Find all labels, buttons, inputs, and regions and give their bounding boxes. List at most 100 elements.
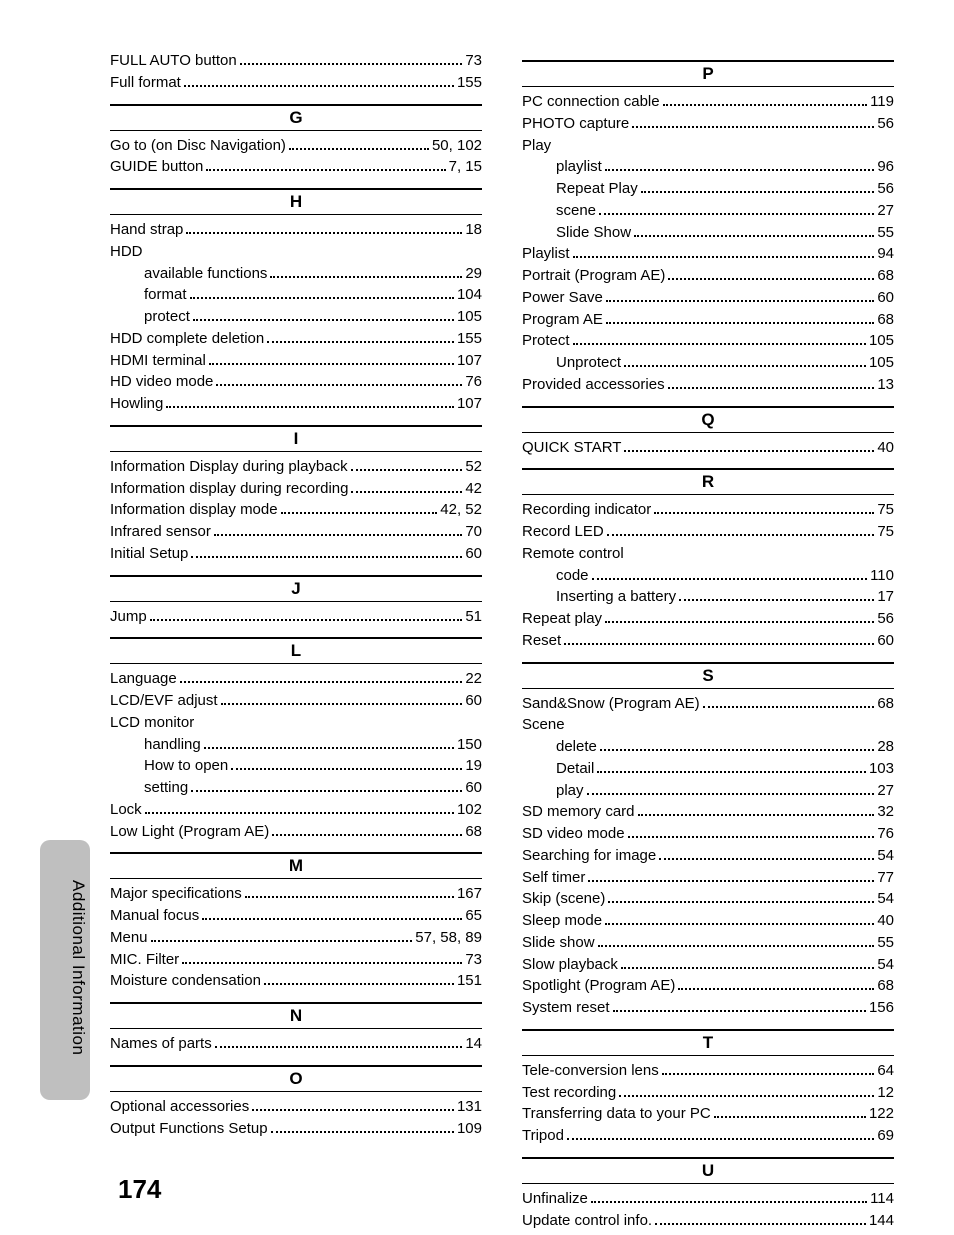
leader-dots [209, 363, 454, 365]
index-entry-label: Unfinalize [522, 1188, 588, 1210]
index-entry-label: Self timer [522, 867, 585, 889]
index-section-head: Q [522, 406, 894, 433]
leader-dots [245, 896, 454, 898]
index-entry: Unprotect105 [522, 352, 894, 374]
index-entry: Portrait (Program AE)68 [522, 265, 894, 287]
index-entry-label: Sleep mode [522, 910, 602, 932]
index-entry-page: 42 [465, 478, 482, 500]
leader-dots [216, 384, 462, 386]
index-entry: Program AE68 [522, 309, 894, 331]
index-entry-label: code [556, 565, 589, 587]
index-entry-label: Update control info. [522, 1210, 652, 1232]
index-entry-label: Major specifications [110, 883, 242, 905]
leader-dots [605, 169, 874, 171]
leader-dots [264, 983, 454, 985]
leader-dots [221, 703, 463, 705]
side-section-label: Additional Information [68, 880, 88, 1055]
leader-dots [621, 967, 874, 969]
index-entry-page: 167 [457, 883, 482, 905]
leader-dots [184, 85, 454, 87]
index-entry: Major specifications 167 [110, 883, 482, 905]
leader-dots [641, 191, 875, 193]
index-entry-label: scene [556, 200, 596, 222]
leader-dots [714, 1116, 866, 1118]
index-section-head: O [110, 1065, 482, 1092]
index-section-head: U [522, 1157, 894, 1184]
leader-dots [608, 901, 874, 903]
index-entry-page: 155 [457, 328, 482, 350]
index-entry-page: 73 [465, 50, 482, 72]
leader-dots [599, 213, 874, 215]
leader-dots [679, 599, 874, 601]
index-entry: Information display mode42, 52 [110, 499, 482, 521]
leader-dots [606, 322, 874, 324]
index-entry-page: 65 [465, 905, 482, 927]
index-entry-label: FULL AUTO button [110, 50, 237, 72]
leader-dots [267, 341, 454, 343]
index-entry-page: 42, 52 [440, 499, 482, 521]
leader-dots [592, 578, 868, 580]
index-entry-label: Language [110, 668, 177, 690]
index-entry-page: 110 [870, 565, 894, 587]
index-entry: Inserting a battery17 [522, 586, 894, 608]
leader-dots [193, 319, 454, 321]
index-entry-page: 107 [457, 350, 482, 372]
index-entry-page: 114 [870, 1188, 894, 1210]
leader-dots [567, 1138, 874, 1140]
index-entry-label: GUIDE button [110, 156, 203, 178]
index-entry: handling150 [110, 734, 482, 756]
index-entry: QUICK START40 [522, 437, 894, 459]
index-entry: setting60 [110, 777, 482, 799]
index-entry: Spotlight (Program AE)68 [522, 975, 894, 997]
leader-dots [634, 235, 874, 237]
leader-dots [191, 556, 462, 558]
index-entry-page: 107 [457, 393, 482, 415]
index-entry-label: Optional accessories [110, 1096, 249, 1118]
index-entry: Skip (scene)54 [522, 888, 894, 910]
index-entry: Detail103 [522, 758, 894, 780]
index-entry-label: available functions [144, 263, 267, 285]
index-entry: Jump51 [110, 606, 482, 628]
index-entry-page: 28 [877, 736, 894, 758]
index-entry: Playlist94 [522, 243, 894, 265]
index-entry-page: 55 [877, 222, 894, 244]
index-entry-page: 54 [877, 954, 894, 976]
index-entry: Menu57, 58, 89 [110, 927, 482, 949]
index-entry-page: 102 [457, 799, 482, 821]
index-entry: Repeat play56 [522, 608, 894, 630]
index-entry-label: Information display during recording [110, 478, 348, 500]
index-entry-page: 68 [465, 821, 482, 843]
leader-dots [150, 619, 463, 621]
leader-dots [587, 793, 875, 795]
leader-dots [186, 232, 462, 234]
index-section-head: L [110, 637, 482, 664]
leader-dots [628, 836, 875, 838]
index-entry-page: 144 [869, 1210, 894, 1232]
leader-dots [668, 387, 875, 389]
leader-dots [624, 450, 874, 452]
index-entry-label: SD video mode [522, 823, 625, 845]
index-entry: Reset60 [522, 630, 894, 652]
leader-dots [663, 104, 867, 106]
leader-dots [180, 681, 463, 683]
index-entry-page: 76 [465, 371, 482, 393]
index-entry-label: How to open [144, 755, 228, 777]
index-entry: FULL AUTO button 73 [110, 50, 482, 72]
index-entry: Remote control [522, 543, 894, 565]
index-entry-label: Output Functions Setup [110, 1118, 268, 1140]
index-entry: HDMI terminal107 [110, 350, 482, 372]
index-entry-label: Reset [522, 630, 561, 652]
index-entry-page: 18 [465, 219, 482, 241]
index-entry-page: 105 [869, 352, 894, 374]
index-entry-page: 68 [877, 265, 894, 287]
index-entry: Protect105 [522, 330, 894, 352]
index-entry-label: Recording indicator [522, 499, 651, 521]
index-entry-page: 29 [465, 263, 482, 285]
leader-dots [591, 1201, 867, 1203]
index-entry-label: Lock [110, 799, 142, 821]
leader-dots [606, 300, 874, 302]
index-entry: Slow playback54 [522, 954, 894, 976]
index-entry: Repeat Play56 [522, 178, 894, 200]
leader-dots [573, 343, 866, 345]
index-entry: Recording indicator75 [522, 499, 894, 521]
